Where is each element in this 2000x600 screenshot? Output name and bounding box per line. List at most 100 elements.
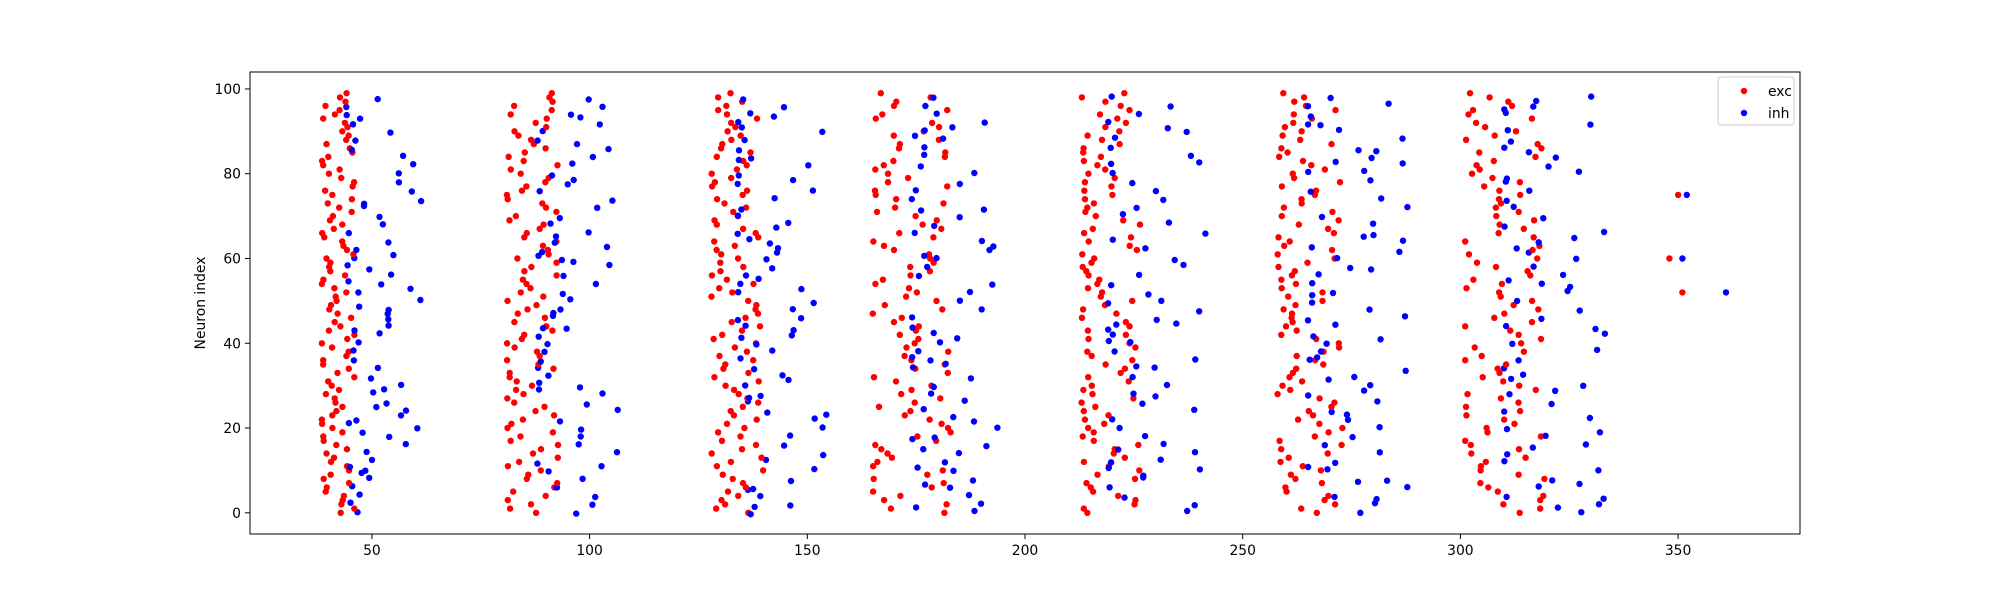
exc-spike: [1088, 352, 1095, 360]
exc-spike: [1501, 310, 1508, 317]
exc-spike: [514, 310, 521, 317]
inh-spike: [1588, 93, 1595, 100]
exc-spike: [529, 450, 537, 457]
y-tick-label: 60: [223, 251, 241, 267]
exc-spike: [715, 106, 722, 114]
exc-spike: [1130, 395, 1137, 402]
inh-spike: [774, 245, 782, 252]
inh-spike: [596, 121, 603, 128]
exc-spike: [891, 204, 899, 211]
inh-spike: [1360, 233, 1367, 240]
exc-spike: [1078, 94, 1086, 101]
exc-spike: [503, 191, 511, 199]
exc-spike: [325, 378, 332, 385]
exc-spike: [515, 458, 523, 466]
inh-spike: [1530, 103, 1537, 110]
exc-spike: [877, 90, 884, 97]
exc-spike: [723, 276, 731, 283]
exc-spike: [1317, 467, 1325, 474]
exc-spike: [1537, 433, 1545, 440]
inh-spike: [909, 354, 916, 361]
exc-spike: [339, 128, 346, 135]
inh-spike: [1184, 507, 1191, 515]
inh-spike: [548, 172, 556, 179]
inh-spike: [1513, 297, 1521, 305]
exc-spike: [504, 463, 512, 470]
inh-spike: [931, 222, 938, 230]
exc-spike: [553, 259, 560, 266]
inh-spike: [534, 460, 541, 467]
exc-spike: [327, 471, 334, 478]
inh-spike: [737, 355, 744, 362]
exc-spike: [336, 106, 343, 114]
exc-spike: [903, 344, 910, 351]
inh-spike: [577, 426, 585, 433]
exc-spike: [1493, 212, 1500, 220]
exc-spike: [339, 221, 346, 228]
exc-spike: [739, 191, 746, 199]
exc-spike: [1512, 128, 1520, 135]
inh-spike: [362, 467, 369, 474]
exc-spike: [714, 429, 722, 436]
inh-spike: [933, 110, 940, 117]
exc-spike: [1470, 276, 1477, 283]
exc-spike: [872, 280, 879, 288]
exc-spike: [1312, 187, 1320, 194]
exc-spike: [1495, 289, 1503, 296]
inh-spike: [735, 147, 743, 154]
y-tick-label: 20: [223, 421, 241, 437]
inh-spike: [345, 419, 353, 427]
inh-spike: [1142, 245, 1149, 252]
exc-spike: [752, 229, 759, 237]
exc-spike: [730, 386, 738, 394]
x-tick-label: 50: [363, 543, 381, 559]
exc-spike: [1132, 344, 1139, 351]
inh-spike: [1196, 466, 1204, 473]
exc-spike: [343, 90, 350, 97]
exc-spike: [1520, 348, 1528, 355]
inh-spike: [556, 418, 564, 425]
inh-spike: [950, 413, 957, 421]
exc-spike: [740, 263, 747, 271]
exc-spike: [1133, 246, 1141, 254]
exc-spike: [504, 424, 511, 432]
inh-spike: [386, 433, 393, 441]
y-axis: 0 20 40 60 80 100: [214, 82, 250, 522]
exc-spike: [1087, 484, 1094, 491]
exc-spike: [750, 357, 757, 364]
exc-spike: [511, 399, 518, 406]
inh-spike: [823, 411, 830, 418]
exc-spike: [1674, 191, 1682, 199]
inh-spike: [1141, 432, 1149, 440]
exc-spike: [888, 454, 896, 461]
exc-spike: [329, 424, 336, 432]
inh-spike: [921, 127, 928, 134]
exc-spike: [321, 187, 329, 194]
exc-spike: [1290, 119, 1297, 127]
exc-spike: [870, 475, 877, 483]
exc-spike: [1079, 306, 1087, 313]
exc-spike: [750, 280, 757, 288]
exc-spike: [1089, 390, 1096, 398]
exc-spike: [532, 407, 539, 415]
inh-spike: [1140, 472, 1147, 479]
exc-spike: [1339, 424, 1346, 432]
inh-spike: [1111, 134, 1119, 141]
exc-spike: [511, 344, 518, 351]
inh-spike: [552, 233, 560, 240]
inh-spike: [921, 481, 929, 488]
inh-spike: [1600, 228, 1608, 236]
exc-spike: [1083, 268, 1090, 275]
exc-spike: [890, 132, 897, 139]
exc-spike: [1335, 340, 1343, 347]
exc-spike: [1538, 145, 1545, 152]
exc-spike: [1278, 212, 1286, 220]
inh-spike: [750, 366, 758, 373]
exc-spike: [915, 323, 922, 330]
inh-spike: [345, 278, 352, 285]
exc-spike: [708, 293, 715, 300]
exc-spike: [1311, 433, 1319, 440]
exc-spike: [727, 90, 734, 97]
exc-spike: [1324, 225, 1332, 232]
exc-spike: [338, 174, 345, 182]
